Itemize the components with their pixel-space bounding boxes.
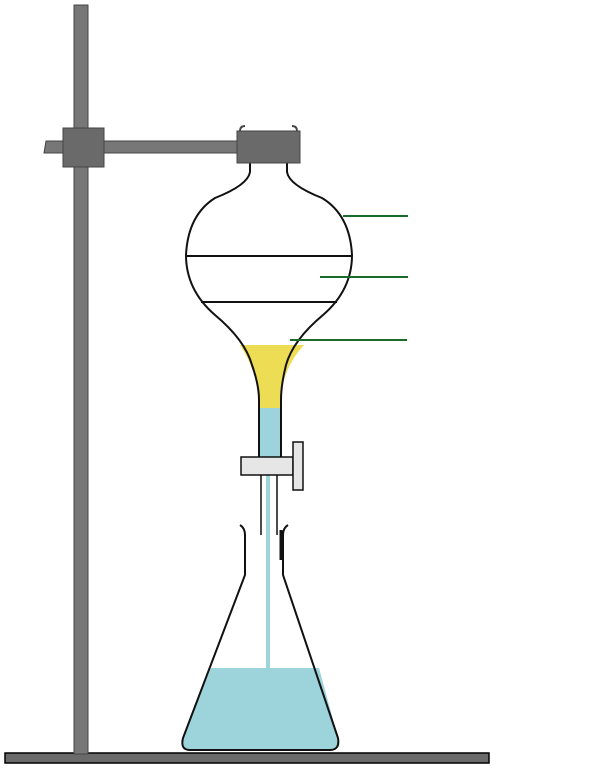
stopcock-handle bbox=[292, 441, 304, 491]
separatory-funnel bbox=[184, 163, 354, 458]
stand-base bbox=[4, 752, 490, 764]
erlenmeyer-flask bbox=[181, 524, 340, 751]
flask-liquid bbox=[182, 668, 339, 750]
boss-head bbox=[62, 127, 105, 168]
funnel-clamp bbox=[236, 130, 301, 164]
clamp-jaws bbox=[239, 125, 298, 132]
yellow-layer bbox=[240, 345, 304, 408]
stand-rod bbox=[73, 4, 89, 755]
stem-liquid bbox=[259, 408, 281, 458]
stopcock bbox=[240, 456, 294, 476]
